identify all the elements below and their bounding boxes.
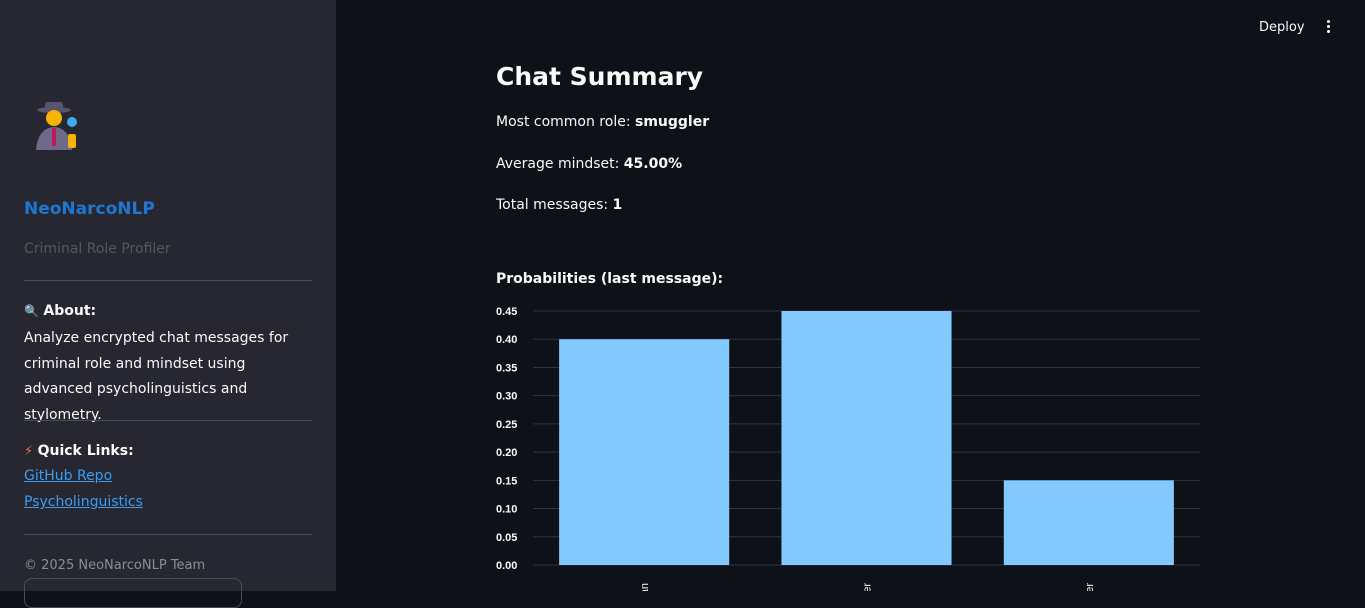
probabilities-bar-chart: 0.00 0.05 0.10 0.15 0.20 0.25 0.30 0.35 0.40 0.45… <box>496 306 1200 591</box>
y-tick-label: 0.35 <box>496 362 517 374</box>
y-tick-label: 0.25 <box>496 419 517 431</box>
y-tick-label: 0.05 <box>496 532 517 544</box>
bar <box>1003 480 1174 565</box>
y-tick-label: 0.10 <box>496 504 517 516</box>
bar <box>559 339 730 565</box>
y-tick-label: 0.15 <box>496 475 517 487</box>
sidebar-button[interactable] <box>24 578 242 608</box>
bar <box>781 311 952 565</box>
brand-subtitle: Criminal Role Profiler <box>24 241 171 257</box>
sidebar: NeoNarcoNLP Criminal Role Profiler 🔍 Abo… <box>0 0 336 608</box>
about-text: Analyze encrypted chat messages for crim… <box>24 330 289 423</box>
average-mindset: Average mindset: 45.00% <box>496 156 683 172</box>
footer-text: © 2025 NeoNarcoNLP Team <box>24 558 206 573</box>
detective-emoji-logo <box>36 102 77 150</box>
y-tick-label: 0.00 <box>496 560 517 572</box>
y-tick-label: 0.40 <box>496 334 517 346</box>
most-common-role: Most common role: smuggler <box>496 114 710 130</box>
kebab-menu-icon[interactable] <box>1320 18 1336 38</box>
divider <box>24 280 312 281</box>
lightning-icon: ⚡ <box>24 444 34 459</box>
divider <box>24 420 312 421</box>
deploy-button[interactable]: Deploy <box>1259 20 1305 35</box>
x-tick-label: er <box>1084 583 1096 591</box>
github-repo-link[interactable]: GitHub Repo <box>24 468 113 484</box>
y-tick-label: 0.30 <box>496 391 517 403</box>
about-heading: 🔍 About: <box>24 303 97 319</box>
psycholinguistics-link[interactable]: Psycholinguistics <box>24 494 143 510</box>
x-tick-label: er <box>862 583 874 591</box>
links-heading: ⚡ Quick Links: <box>24 443 134 459</box>
total-messages: Total messages: 1 <box>496 197 623 213</box>
chart-title: Probabilities (last message): <box>496 271 724 287</box>
y-tick-label: 0.45 <box>496 306 517 318</box>
x-tick-label: an <box>639 583 651 591</box>
divider <box>24 534 312 535</box>
magnifier-icon: 🔍 <box>24 304 39 318</box>
page-title: Chat Summary <box>496 62 704 91</box>
y-tick-label: 0.20 <box>496 447 517 459</box>
brand-title: NeoNarcoNLP <box>24 199 155 219</box>
